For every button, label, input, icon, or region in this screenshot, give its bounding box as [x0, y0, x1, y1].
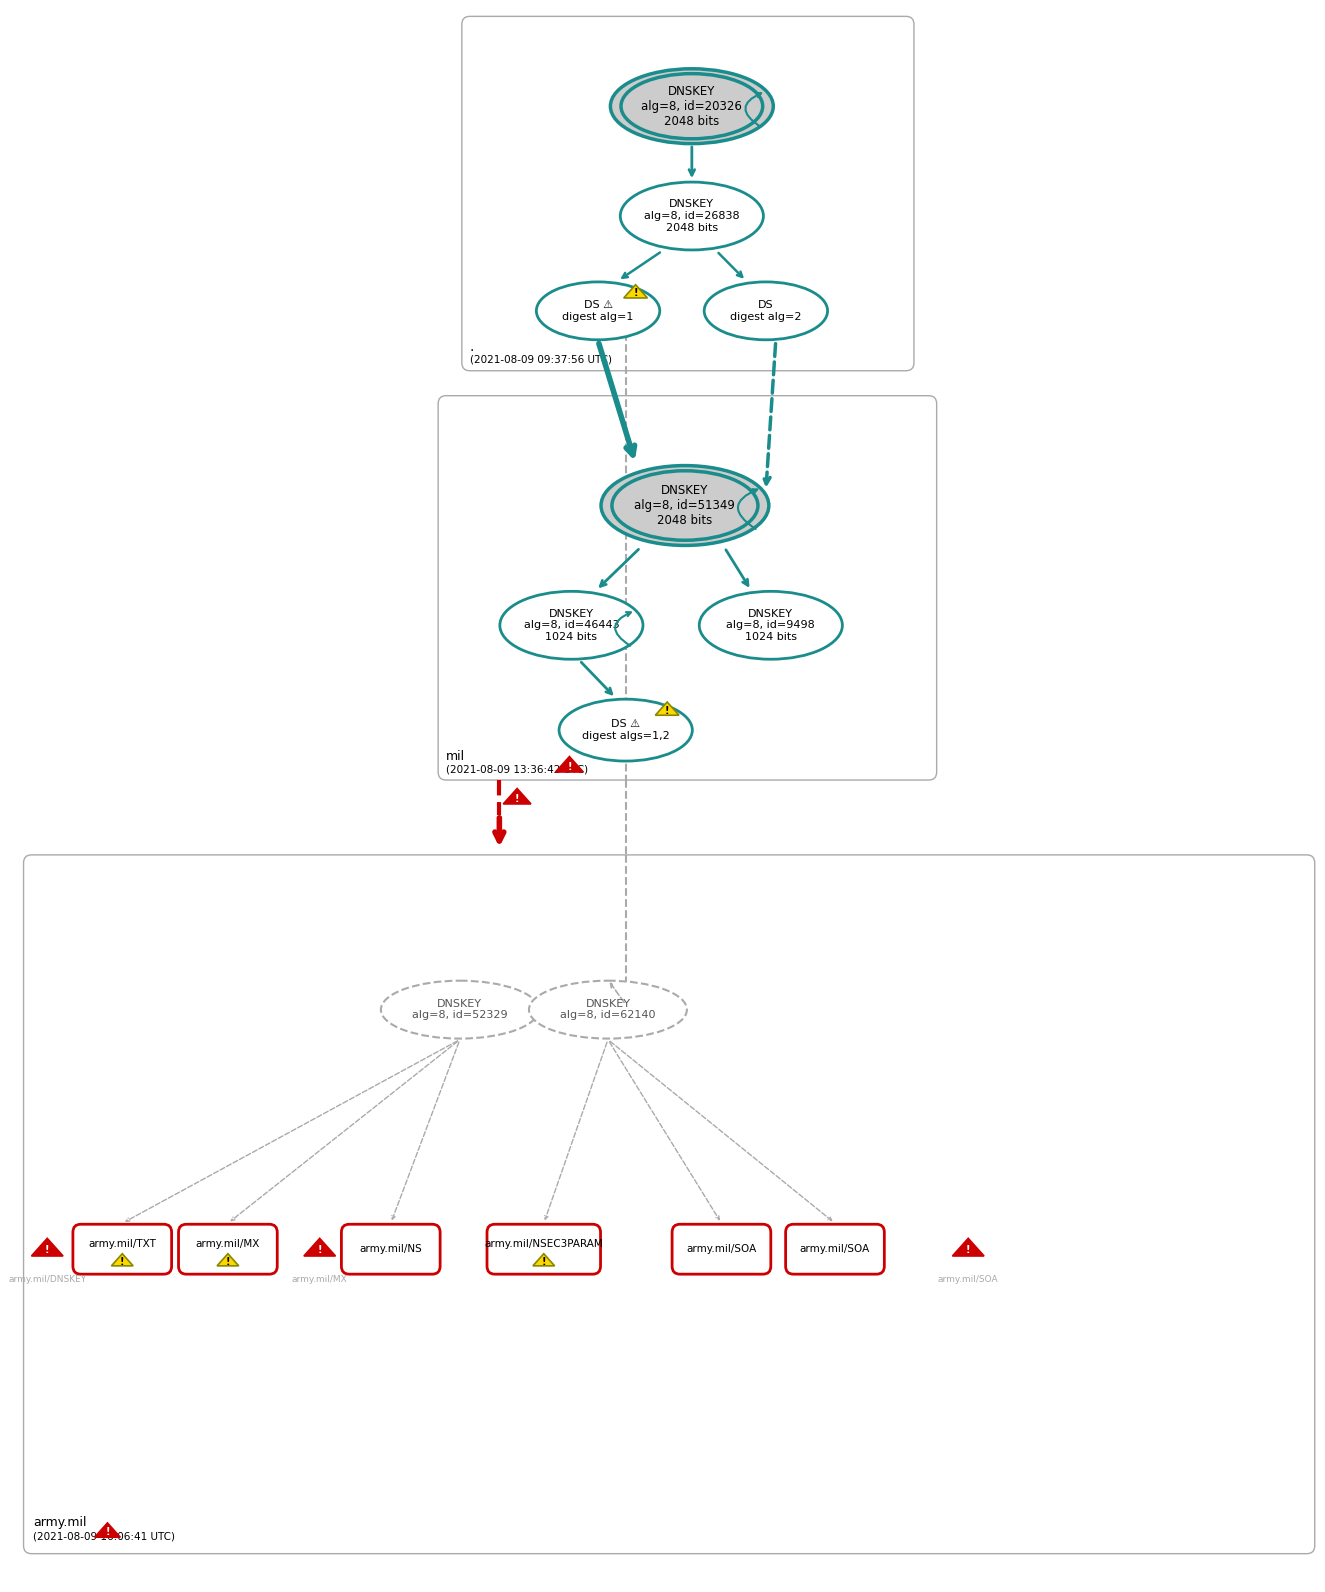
FancyBboxPatch shape — [73, 1224, 172, 1274]
Text: (2021-08-09 09:37:56 UTC): (2021-08-09 09:37:56 UTC) — [470, 355, 612, 365]
Text: DNSKEY
alg=8, id=26838
2048 bits: DNSKEY alg=8, id=26838 2048 bits — [644, 199, 739, 232]
Text: army.mil/SOA: army.mil/SOA — [800, 1245, 871, 1254]
Text: !: ! — [515, 793, 519, 804]
Text: !: ! — [318, 1245, 322, 1254]
Text: !: ! — [966, 1245, 970, 1254]
Text: army.mil/MX: army.mil/MX — [196, 1239, 260, 1250]
Text: !: ! — [567, 761, 571, 772]
Text: !: ! — [633, 288, 637, 298]
FancyBboxPatch shape — [672, 1224, 771, 1274]
Text: army.mil/SOA: army.mil/SOA — [938, 1275, 999, 1285]
FancyBboxPatch shape — [179, 1224, 277, 1274]
Polygon shape — [533, 1254, 555, 1266]
Text: (2021-08-09 16:06:41 UTC): (2021-08-09 16:06:41 UTC) — [33, 1532, 175, 1541]
Text: DNSKEY
alg=8, id=9498
1024 bits: DNSKEY alg=8, id=9498 1024 bits — [726, 608, 815, 642]
Polygon shape — [624, 285, 648, 298]
Ellipse shape — [602, 465, 768, 546]
Polygon shape — [504, 788, 531, 804]
Ellipse shape — [559, 699, 693, 761]
Text: .: . — [470, 339, 474, 353]
FancyBboxPatch shape — [342, 1224, 440, 1274]
Polygon shape — [555, 756, 583, 772]
Text: (2021-08-09 13:36:42 UTC): (2021-08-09 13:36:42 UTC) — [447, 764, 588, 774]
Ellipse shape — [500, 591, 643, 659]
Ellipse shape — [612, 471, 758, 540]
Text: !: ! — [665, 705, 669, 716]
Text: army.mil/TXT: army.mil/TXT — [89, 1239, 156, 1250]
Text: !: ! — [542, 1256, 546, 1267]
Text: army.mil/NSEC3PARAM: army.mil/NSEC3PARAM — [485, 1239, 603, 1250]
Polygon shape — [111, 1254, 132, 1266]
Ellipse shape — [620, 181, 763, 250]
Polygon shape — [953, 1239, 984, 1256]
Ellipse shape — [611, 68, 774, 143]
Polygon shape — [217, 1254, 238, 1266]
FancyBboxPatch shape — [439, 396, 937, 780]
Ellipse shape — [700, 591, 843, 659]
Text: !: ! — [225, 1256, 231, 1267]
Text: DNSKEY
alg=8, id=52329: DNSKEY alg=8, id=52329 — [412, 998, 507, 1020]
Polygon shape — [94, 1524, 121, 1538]
Polygon shape — [32, 1239, 64, 1256]
Polygon shape — [303, 1239, 335, 1256]
Text: DNSKEY
alg=8, id=46443
1024 bits: DNSKEY alg=8, id=46443 1024 bits — [523, 608, 619, 642]
FancyBboxPatch shape — [24, 855, 1314, 1554]
Text: mil: mil — [447, 750, 465, 763]
Ellipse shape — [621, 73, 763, 139]
Ellipse shape — [529, 981, 686, 1038]
Text: army.mil/NS: army.mil/NS — [359, 1245, 423, 1254]
Text: !: ! — [105, 1527, 110, 1538]
FancyBboxPatch shape — [488, 1224, 600, 1274]
Ellipse shape — [380, 981, 539, 1038]
Text: !: ! — [121, 1256, 125, 1267]
Text: DNSKEY
alg=8, id=62140: DNSKEY alg=8, id=62140 — [560, 998, 656, 1020]
Text: army.mil/SOA: army.mil/SOA — [686, 1245, 757, 1254]
FancyBboxPatch shape — [462, 16, 914, 371]
Text: DNSKEY
alg=8, id=51349
2048 bits: DNSKEY alg=8, id=51349 2048 bits — [635, 484, 735, 527]
Text: DS ⚠
digest algs=1,2: DS ⚠ digest algs=1,2 — [582, 720, 669, 740]
Text: DNSKEY
alg=8, id=20326
2048 bits: DNSKEY alg=8, id=20326 2048 bits — [641, 84, 742, 127]
Polygon shape — [656, 702, 678, 715]
Text: army.mil/MX: army.mil/MX — [292, 1275, 347, 1285]
Ellipse shape — [537, 282, 660, 339]
Text: army.mil/DNSKEY: army.mil/DNSKEY — [8, 1275, 86, 1285]
Text: DS ⚠
digest alg=1: DS ⚠ digest alg=1 — [562, 299, 633, 322]
Text: DS
digest alg=2: DS digest alg=2 — [730, 299, 802, 322]
Text: !: ! — [45, 1245, 49, 1254]
FancyBboxPatch shape — [786, 1224, 884, 1274]
Text: army.mil: army.mil — [33, 1516, 87, 1528]
Ellipse shape — [704, 282, 828, 339]
